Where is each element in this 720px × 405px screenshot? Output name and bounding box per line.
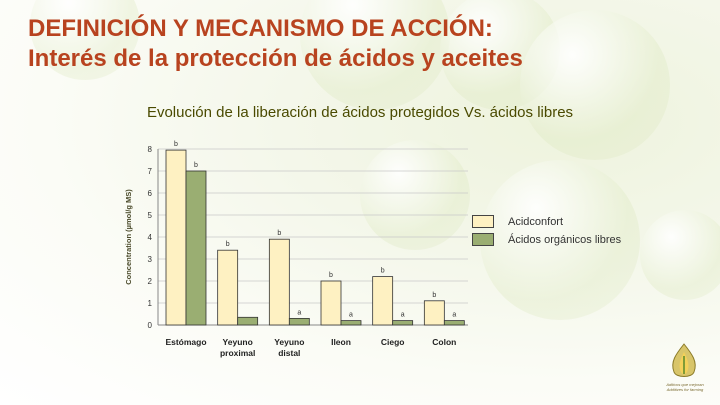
data-label: a xyxy=(452,312,456,319)
logo-caption-line-1: Aditivos que mejoran xyxy=(666,382,704,387)
x-tick-label: Yeyuno xyxy=(223,337,253,347)
x-tick-label: Ciego xyxy=(381,337,405,347)
title-line-1: DEFINICIÓN Y MECANISMO DE ACCIÓN: xyxy=(28,15,493,42)
bar xyxy=(340,320,362,326)
x-tick-label: Colon xyxy=(432,337,456,347)
data-label: b xyxy=(432,292,436,299)
chart-subtitle: Evolución de la liberación de ácidos pro… xyxy=(146,104,574,121)
y-tick-label: 8 xyxy=(148,145,153,154)
legend-label: Ácidos orgánicos libres xyxy=(508,233,622,246)
title-line-2: Interés de la protección de ácidos y ace… xyxy=(28,45,523,72)
data-label: b xyxy=(194,162,198,169)
legend-item-free-acids: Ácidos orgánicos libres xyxy=(472,231,621,248)
y-tick-label: 1 xyxy=(148,299,153,308)
data-label: a xyxy=(401,312,405,319)
x-tick-label: Ileon xyxy=(331,337,351,347)
bar xyxy=(288,317,310,326)
bar xyxy=(423,300,445,326)
background-bubble xyxy=(640,210,720,300)
bar xyxy=(443,320,465,326)
x-tick-label: distal xyxy=(278,348,300,358)
data-label: b xyxy=(381,268,385,275)
data-label: b xyxy=(329,272,333,279)
data-label: b xyxy=(277,230,281,237)
bar xyxy=(217,249,239,326)
y-tick-label: 5 xyxy=(148,211,153,220)
y-tick-label: 7 xyxy=(148,167,153,176)
bar xyxy=(320,280,342,326)
y-tick-label: 0 xyxy=(148,321,153,330)
data-label: b xyxy=(226,241,230,248)
bar xyxy=(392,320,414,326)
slide-title: DEFINICIÓN Y MECANISMO DE ACCIÓN: Interé… xyxy=(28,14,523,74)
y-tick-label: 3 xyxy=(148,255,153,264)
bar xyxy=(237,316,259,326)
legend-label: Acidconfort xyxy=(508,215,564,228)
y-axis-label: Concentration (µmol/g MS) xyxy=(124,189,133,285)
legend-swatch-free-acids xyxy=(472,233,494,246)
bar xyxy=(372,276,394,326)
bar xyxy=(165,149,187,326)
x-tick-label: Estómago xyxy=(165,337,206,347)
logo-caption-line-2: Additives for farming xyxy=(666,387,704,392)
data-label: b xyxy=(174,141,178,148)
flame-icon xyxy=(672,343,696,377)
legend-swatch-acidconfort xyxy=(472,215,494,228)
legend-item-acidconfort: Acidconfort xyxy=(472,213,621,230)
bar-chart: 0 1 2 3 4 5 6 7 8 Concentration (µmol/g MS) b b Estó… xyxy=(124,141,468,358)
background-bubble xyxy=(520,10,670,160)
y-tick-label: 4 xyxy=(148,233,153,242)
x-tick-label: Yeyuno xyxy=(274,337,304,347)
y-tick-label: 2 xyxy=(148,277,153,286)
data-label: a xyxy=(349,312,353,319)
data-label: a xyxy=(297,309,301,316)
logo-caption: Aditivos que mejoran Additives for farmi… xyxy=(655,382,715,392)
y-tick-label: 6 xyxy=(148,189,153,198)
chart-legend: Acidconfort Ácidos orgánicos libres xyxy=(472,213,621,249)
bar xyxy=(268,238,290,326)
bar xyxy=(185,170,207,326)
x-tick-label: proximal xyxy=(220,348,255,358)
